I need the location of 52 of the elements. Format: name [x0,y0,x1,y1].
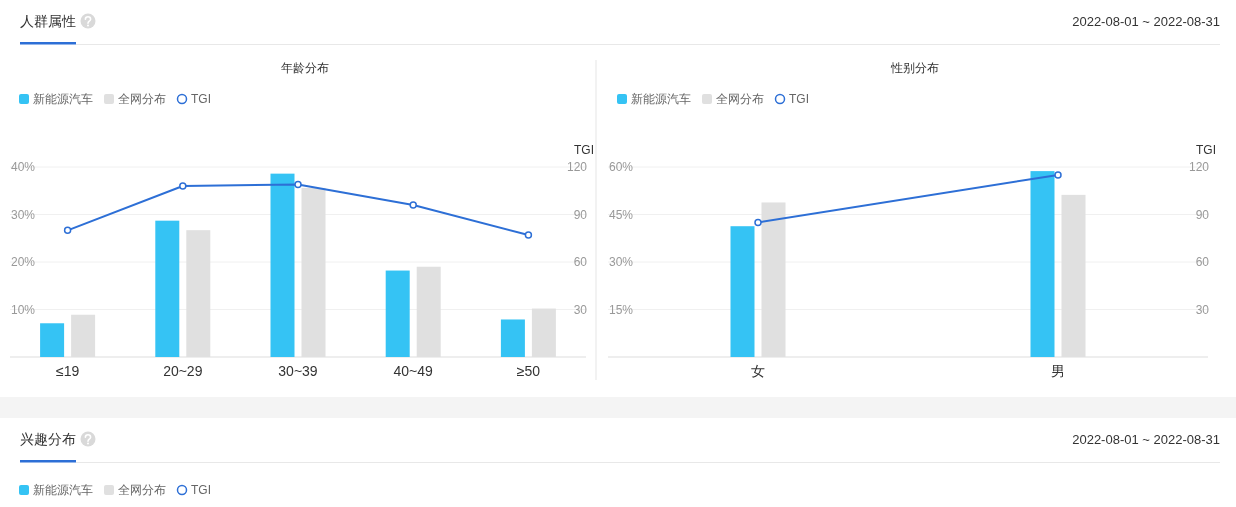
y-tick-label: 60% [609,160,634,174]
y-tick-label: 10% [11,302,36,317]
point [524,231,533,239]
bar [40,323,65,357]
legend-label: 全网分布 [716,92,764,106]
legend-label: 全网分布 [118,483,166,497]
y2-tick-label: 120 [566,160,588,174]
x-tick-label: ≤19 [55,363,80,379]
y-tick-label: 30% [11,207,36,222]
y2-tick-label: 120 [1188,160,1210,174]
bar [500,319,525,357]
legend-label: TGI [191,483,211,497]
legend-label: 新能源汽车 [33,483,93,497]
y-tick-label: 15% [609,302,634,317]
bar [155,220,180,357]
x-tick-label: ≥50 [516,363,541,379]
text: 2022-08-01 ~ 2022-08-31 [1072,431,1220,447]
y2-tick-label: 60 [573,255,588,269]
x-tick-label: 30~39 [278,363,318,379]
text: 2022-08-01 ~ 2022-08-31 [1072,13,1220,29]
point [294,180,302,189]
legend-label: TGI [191,92,211,106]
bar [730,226,755,357]
text: 兴趣分布 [20,431,76,447]
text: 人群属性 [20,13,76,29]
bar [385,270,410,357]
y-tick-label: 20% [11,255,36,269]
point [179,182,187,190]
legend-label: TGI [789,92,809,106]
x-tick-label: 40~49 [393,363,434,379]
legend-label: 新能源汽车 [631,92,691,106]
bar [1030,171,1055,357]
y2-tick-label: 60 [1195,255,1210,269]
bar [270,173,295,357]
x-tick-label: 女 [751,363,765,379]
y2-tick-label: 30 [573,302,588,317]
legend-label: 新能源汽车 [33,92,93,106]
y-tick-label: 40% [11,160,36,174]
x-tick-label: 20~29 [163,363,203,379]
legend-label: 全网分布 [118,92,166,106]
y2-axis-title: TGI [574,143,594,157]
y-tick-label: 30% [609,255,634,269]
point [63,226,72,235]
y2-axis-title: TGI [1196,143,1216,157]
chart-title: 性别分布 [890,61,939,75]
point [409,201,417,209]
chart-title: 年龄分布 [281,61,329,75]
x-tick-label: 男 [1051,363,1065,379]
y-tick-label: 45% [609,207,634,222]
y2-tick-label: 90 [1195,207,1210,222]
y2-tick-label: 30 [1195,302,1210,317]
y2-tick-label: 90 [573,207,588,222]
